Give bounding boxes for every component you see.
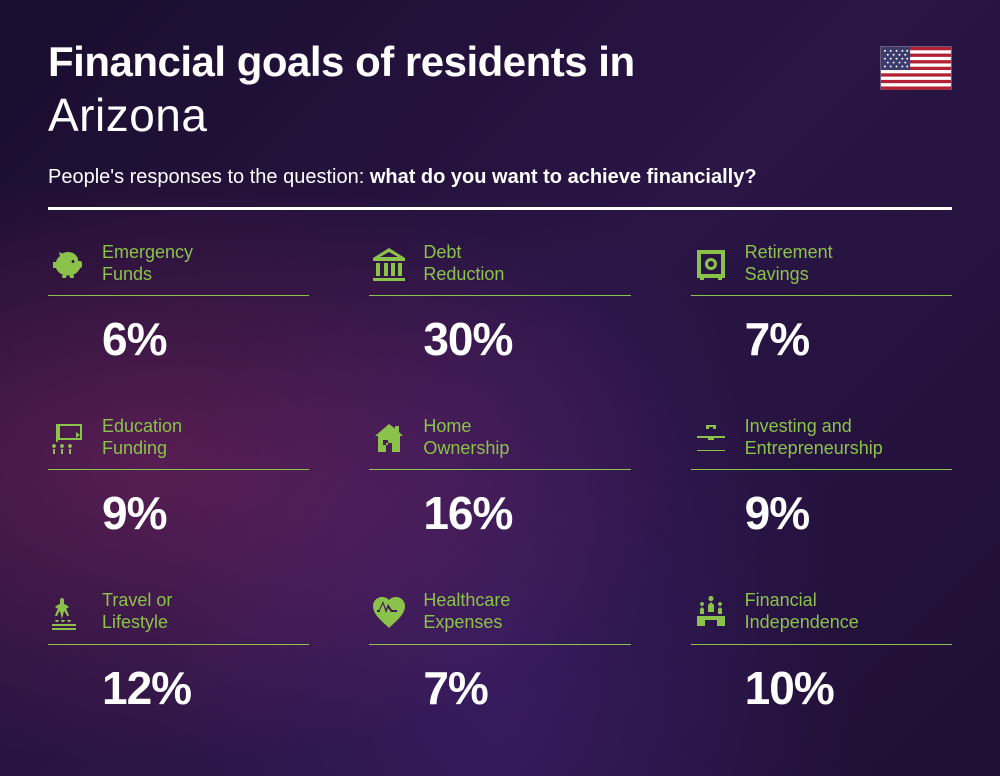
briefcase-icon: [691, 418, 731, 458]
divider: [48, 207, 952, 210]
goal-education-funding: EducationFunding 9%: [48, 416, 309, 540]
goal-head: Travel orLifestyle: [48, 590, 309, 644]
goal-value: 7%: [423, 661, 630, 715]
header: Financial goals of residents in Arizona …: [48, 38, 952, 210]
goal-value: 9%: [102, 486, 309, 540]
goal-value: 30%: [423, 312, 630, 366]
bank-icon: [369, 244, 409, 284]
goals-grid: EmergencyFunds 6% DebtReduction 30% Reti…: [48, 242, 952, 715]
goal-value: 6%: [102, 312, 309, 366]
goal-healthcare: HealthcareExpenses 7%: [369, 590, 630, 714]
goal-value: 12%: [102, 661, 309, 715]
goal-head: HealthcareExpenses: [369, 590, 630, 644]
independence-icon: [691, 592, 731, 632]
education-icon: [48, 418, 88, 458]
title-prefix: Financial goals of residents in: [48, 38, 952, 86]
goal-label: RetirementSavings: [745, 242, 833, 285]
subtitle: People's responses to the question: what…: [48, 166, 952, 189]
goal-head: Investing andEntrepreneurship: [691, 416, 952, 470]
goal-head: EducationFunding: [48, 416, 309, 470]
goal-value: 9%: [745, 486, 952, 540]
goal-label: Travel orLifestyle: [102, 590, 172, 633]
goal-retirement-savings: RetirementSavings 7%: [691, 242, 952, 366]
goal-value: 16%: [423, 486, 630, 540]
safe-icon: [691, 244, 731, 284]
goal-independence: FinancialIndependence 10%: [691, 590, 952, 714]
goal-investing: Investing andEntrepreneurship 9%: [691, 416, 952, 540]
goal-head: RetirementSavings: [691, 242, 952, 296]
flag-usa-icon: [880, 46, 952, 90]
house-icon: [369, 418, 409, 458]
goal-label: HealthcareExpenses: [423, 590, 510, 633]
goal-head: DebtReduction: [369, 242, 630, 296]
goal-head: FinancialIndependence: [691, 590, 952, 644]
healthcare-icon: [369, 592, 409, 632]
goal-value: 7%: [745, 312, 952, 366]
goal-label: DebtReduction: [423, 242, 504, 285]
subtitle-prefix: People's responses to the question:: [48, 166, 370, 188]
goal-head: EmergencyFunds: [48, 242, 309, 296]
goal-label: EmergencyFunds: [102, 242, 193, 285]
goal-debt-reduction: DebtReduction 30%: [369, 242, 630, 366]
goal-label: FinancialIndependence: [745, 590, 859, 633]
goal-head: HomeOwnership: [369, 416, 630, 470]
subtitle-question: what do you want to achieve financially?: [370, 166, 757, 188]
goal-label: EducationFunding: [102, 416, 182, 459]
goal-label: HomeOwnership: [423, 416, 509, 459]
piggy-bank-icon: [48, 244, 88, 284]
goal-value: 10%: [745, 661, 952, 715]
travel-icon: [48, 592, 88, 632]
goal-home-ownership: HomeOwnership 16%: [369, 416, 630, 540]
goal-label: Investing andEntrepreneurship: [745, 416, 883, 459]
title-location: Arizona: [48, 88, 952, 142]
goal-emergency-funds: EmergencyFunds 6%: [48, 242, 309, 366]
goal-travel: Travel orLifestyle 12%: [48, 590, 309, 714]
